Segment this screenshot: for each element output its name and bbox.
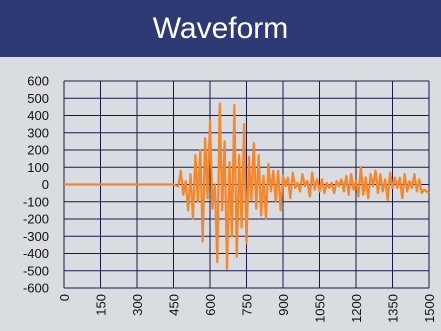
x-tick-label: 300 [130, 294, 145, 316]
y-tick-label: 500 [27, 91, 49, 106]
x-tick-label: 0 [57, 294, 72, 301]
waveform-series-line [64, 102, 430, 271]
chart-title: Waveform [152, 11, 289, 45]
x-tick-label: 1050 [313, 294, 328, 323]
y-tick-label: 200 [27, 143, 49, 158]
y-tick-label: -400 [23, 246, 49, 261]
y-tick-label: 0 [42, 177, 49, 192]
waveform-chart: 600 500 400 300 200 100 0 -100 -200 -300 -400 -500 -… [23, 74, 437, 323]
y-tick-label: 300 [27, 125, 49, 140]
y-tick-label: -600 [23, 281, 49, 296]
x-tick-label: 1500 [422, 294, 437, 323]
y-tick-label: 100 [27, 160, 49, 175]
x-tick-label: 450 [167, 294, 182, 316]
x-axis-ticks: 0 150 300 450 600 750 900 1050 1200 1350 1500 [57, 294, 437, 323]
title-bar: Waveform [0, 0, 441, 57]
x-tick-label: 600 [203, 294, 218, 316]
y-tick-label: -100 [23, 194, 49, 209]
y-axis-ticks: 600 500 400 300 200 100 0 -100 -200 -300 -400 -500 -… [23, 74, 49, 296]
y-tick-label: -500 [23, 263, 49, 278]
x-tick-label: 1350 [386, 294, 401, 323]
x-tick-label: 900 [276, 294, 291, 316]
y-tick-label: -200 [23, 212, 49, 227]
x-tick-label: 150 [94, 294, 109, 316]
x-tick-label: 1200 [349, 294, 364, 323]
y-tick-label: -300 [23, 229, 49, 244]
x-tick-label: 750 [240, 294, 255, 316]
y-tick-label: 400 [27, 108, 49, 123]
y-tick-label: 600 [27, 74, 49, 89]
